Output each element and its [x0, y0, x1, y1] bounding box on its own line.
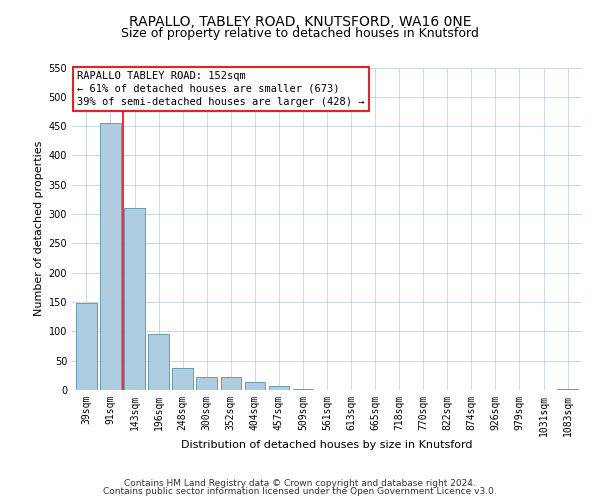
Bar — [557, 389, 578, 390]
Text: RAPALLO TABLEY ROAD: 152sqm
← 61% of detached houses are smaller (673)
39% of se: RAPALLO TABLEY ROAD: 152sqm ← 61% of det… — [77, 70, 365, 107]
Bar — [196, 377, 217, 390]
Text: Contains public sector information licensed under the Open Government Licence v3: Contains public sector information licen… — [103, 487, 497, 496]
Bar — [172, 368, 193, 390]
Bar — [293, 389, 313, 390]
Bar — [124, 208, 145, 390]
X-axis label: Distribution of detached houses by size in Knutsford: Distribution of detached houses by size … — [181, 440, 473, 450]
Text: Contains HM Land Registry data © Crown copyright and database right 2024.: Contains HM Land Registry data © Crown c… — [124, 478, 476, 488]
Bar — [76, 303, 97, 390]
Text: RAPALLO, TABLEY ROAD, KNUTSFORD, WA16 0NE: RAPALLO, TABLEY ROAD, KNUTSFORD, WA16 0N… — [129, 15, 471, 29]
Y-axis label: Number of detached properties: Number of detached properties — [34, 141, 44, 316]
Bar — [100, 123, 121, 390]
Bar — [221, 376, 241, 390]
Text: Size of property relative to detached houses in Knutsford: Size of property relative to detached ho… — [121, 28, 479, 40]
Bar — [148, 334, 169, 390]
Bar — [245, 382, 265, 390]
Bar — [269, 386, 289, 390]
